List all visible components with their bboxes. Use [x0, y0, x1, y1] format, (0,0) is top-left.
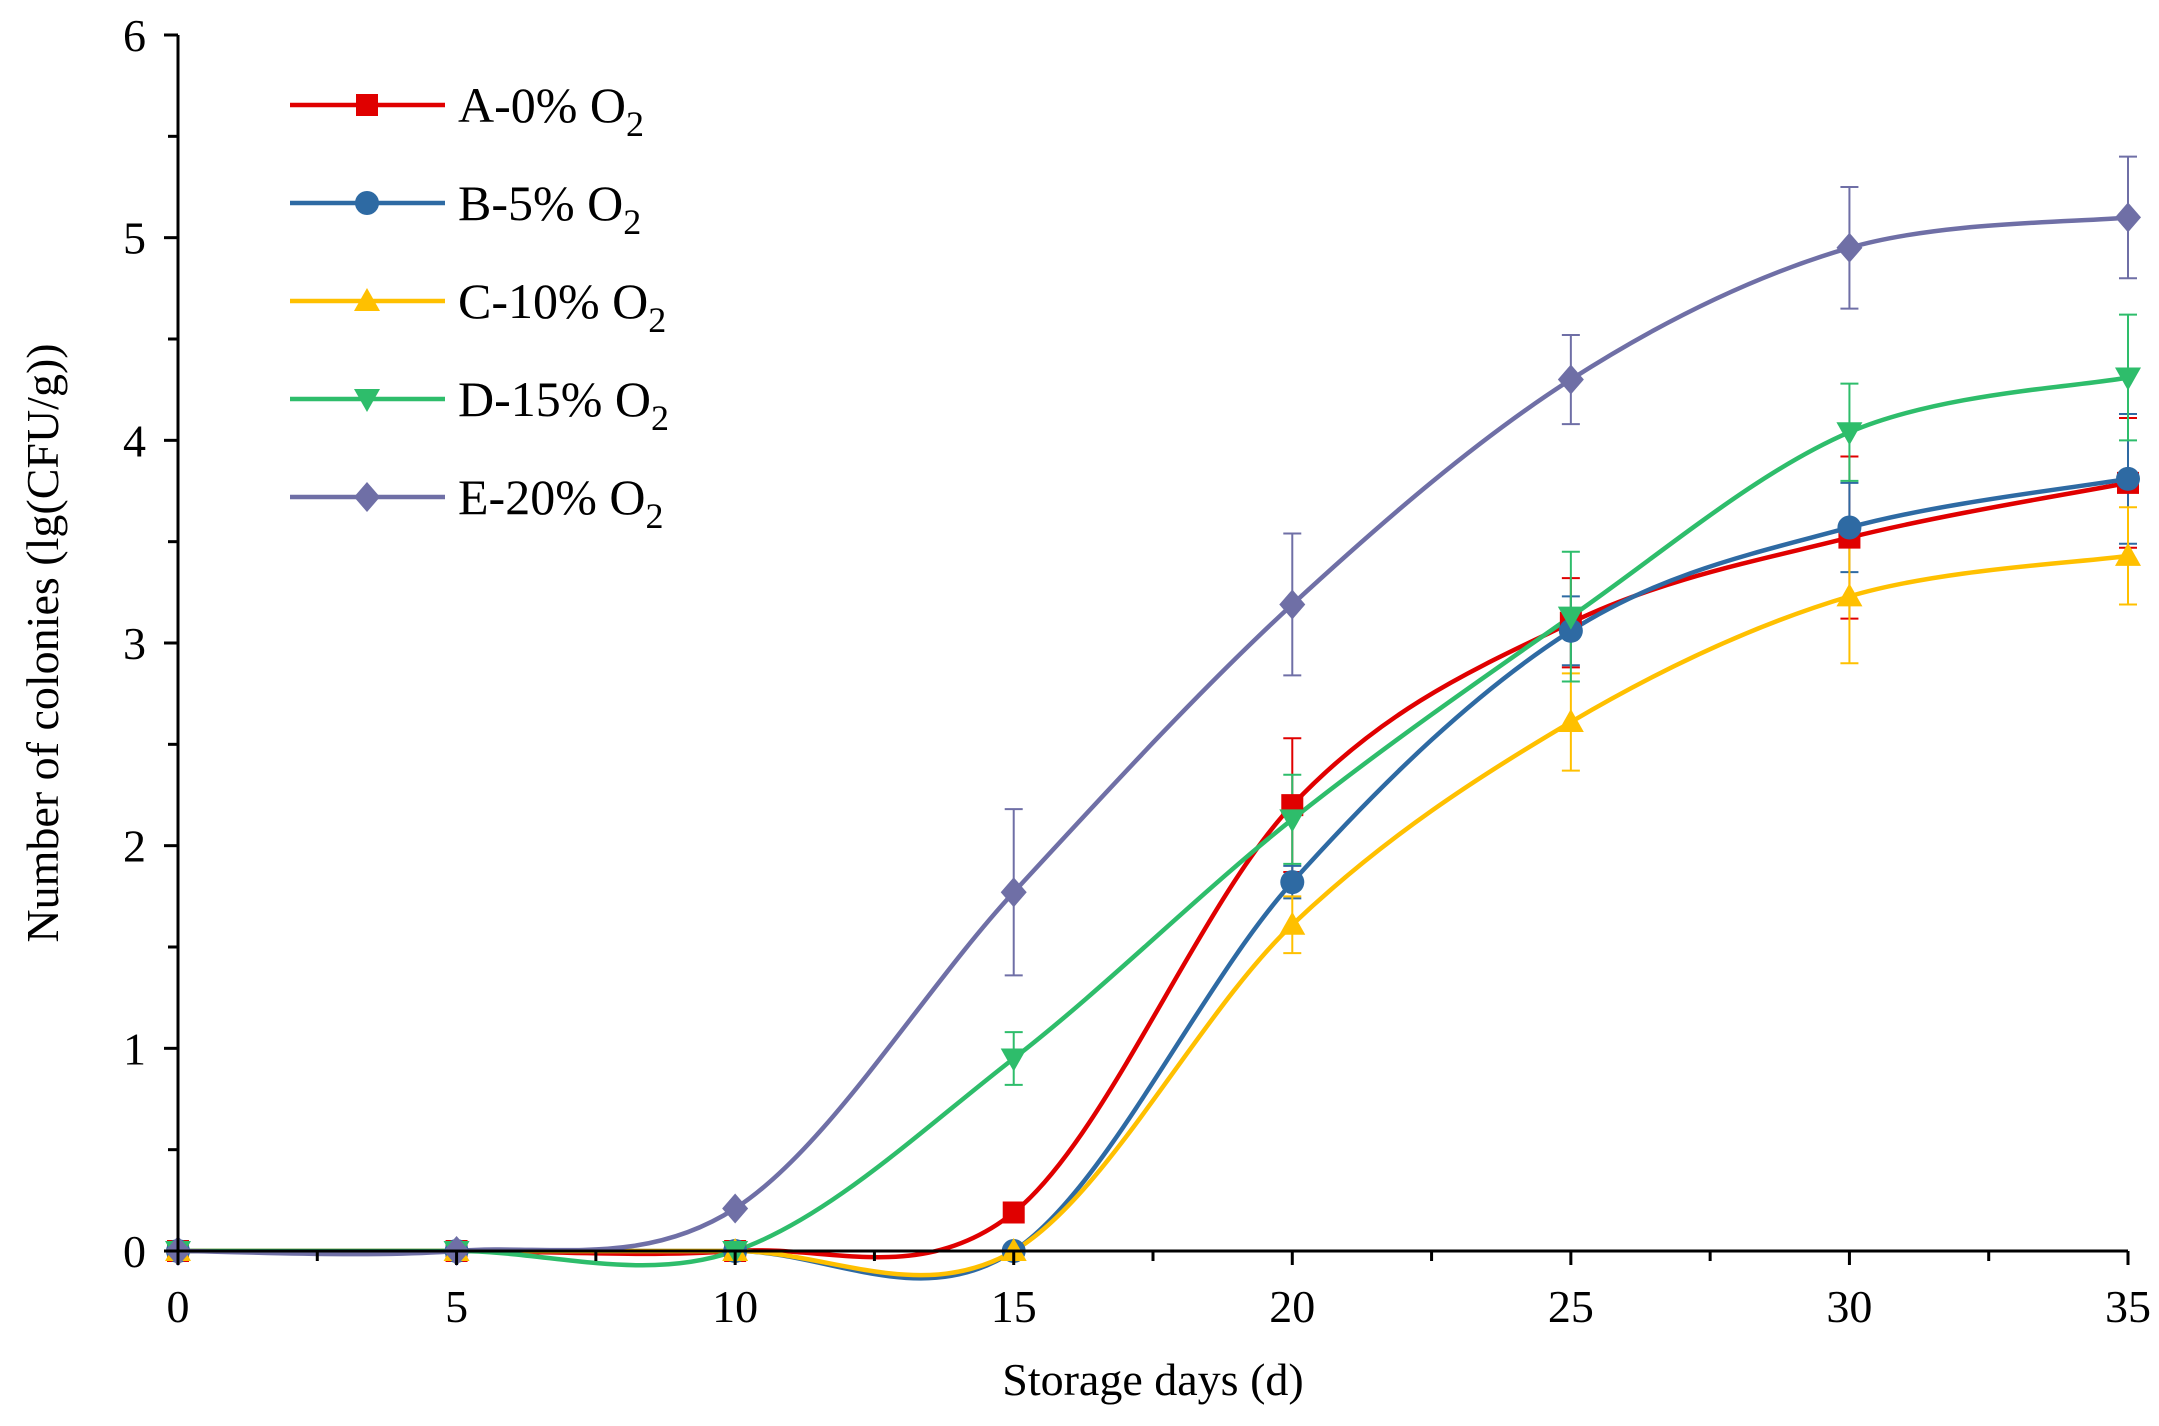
legend-marker-d: [354, 389, 380, 412]
legend-label-a: A-0% O2: [458, 77, 644, 144]
series-line-d: [175, 375, 2131, 1268]
legend: A-0% O2 B-5% O2 C-10% O2 D-15% O2 E-20% O2: [290, 77, 669, 536]
legend-label-c: C-10% O2: [458, 273, 666, 340]
x-tick-label-5: 5: [445, 1281, 468, 1332]
legend-marker-b: [355, 191, 379, 215]
data-point-e-20: [1279, 589, 1306, 620]
data-point-d-35: [2115, 367, 2141, 391]
data-point-b-20: [1280, 870, 1305, 895]
x-tick-label-15: 15: [991, 1281, 1037, 1332]
axes: 0 5 10 15 20 25 30 35 0 1 2 3 4 5 6: [123, 10, 2151, 1332]
y-axis-title: Number of colonies (lg(CFU/g)): [17, 343, 68, 942]
x-tick-label-30: 30: [1826, 1281, 1872, 1332]
legend-marker-e: [354, 482, 380, 512]
data-point-e-15: [1000, 877, 1027, 908]
legend-item-e: E-20% O2: [290, 469, 663, 536]
legend-subscript-c: 2: [648, 300, 666, 340]
legend-item-d: D-15% O2: [290, 371, 669, 438]
y-tick-label-4: 4: [123, 415, 146, 466]
y-tick-label-5: 5: [123, 213, 146, 264]
data-point-d-20: [1279, 809, 1306, 833]
data-point-e-10: [722, 1193, 749, 1224]
y-tick-label-0: 0: [123, 1226, 146, 1277]
legend-item-b: B-5% O2: [290, 175, 641, 242]
legend-item-a: A-0% O2: [290, 77, 644, 144]
y-tick-label-6: 6: [123, 10, 146, 61]
y-tick-label-2: 2: [123, 821, 146, 872]
y-tick-label-1: 1: [123, 1023, 146, 1074]
legend-label-e: E-20% O2: [458, 469, 663, 536]
data-point-e-35: [2115, 202, 2141, 233]
series-line-c: [175, 553, 2131, 1278]
data-point-e-30: [1836, 232, 1863, 263]
x-tick-label-20: 20: [1269, 1281, 1315, 1332]
data-point-c-20: [1279, 911, 1306, 935]
data-point-c-35: [2115, 542, 2141, 566]
x-tick-label-25: 25: [1548, 1281, 1594, 1332]
legend-label-d: D-15% O2: [458, 371, 669, 438]
legend-marker-a: [356, 94, 378, 116]
x-axis-title: Storage days (d): [1002, 1354, 1303, 1405]
x-tick-label-0: 0: [167, 1281, 190, 1332]
x-tick-label-10: 10: [712, 1281, 758, 1332]
legend-subscript-d: 2: [651, 398, 669, 438]
data-point-b-30: [1837, 515, 1862, 540]
data-point-b-35: [2116, 466, 2140, 491]
legend-subscript-a: 2: [626, 104, 644, 144]
x-tick-label-35: 35: [2105, 1281, 2151, 1332]
data-point-d-25: [1557, 606, 1584, 630]
legend-subscript-b: 2: [623, 202, 641, 242]
legend-marker-c: [354, 288, 380, 311]
legend-label-b: B-5% O2: [458, 175, 641, 242]
data-point-c-25: [1557, 709, 1584, 733]
data-point-a-15: [1002, 1201, 1025, 1224]
data-point-d-15: [1000, 1048, 1027, 1072]
data-point-d-30: [1836, 422, 1863, 446]
data-point-b-25: [1558, 618, 1583, 643]
data-point-e-25: [1557, 364, 1584, 395]
series-markers: [165, 202, 2141, 1266]
y-tick-label-3: 3: [123, 618, 146, 669]
legend-item-c: C-10% O2: [290, 273, 666, 340]
legend-subscript-e: 2: [645, 496, 663, 536]
data-point-c-30: [1836, 583, 1863, 607]
